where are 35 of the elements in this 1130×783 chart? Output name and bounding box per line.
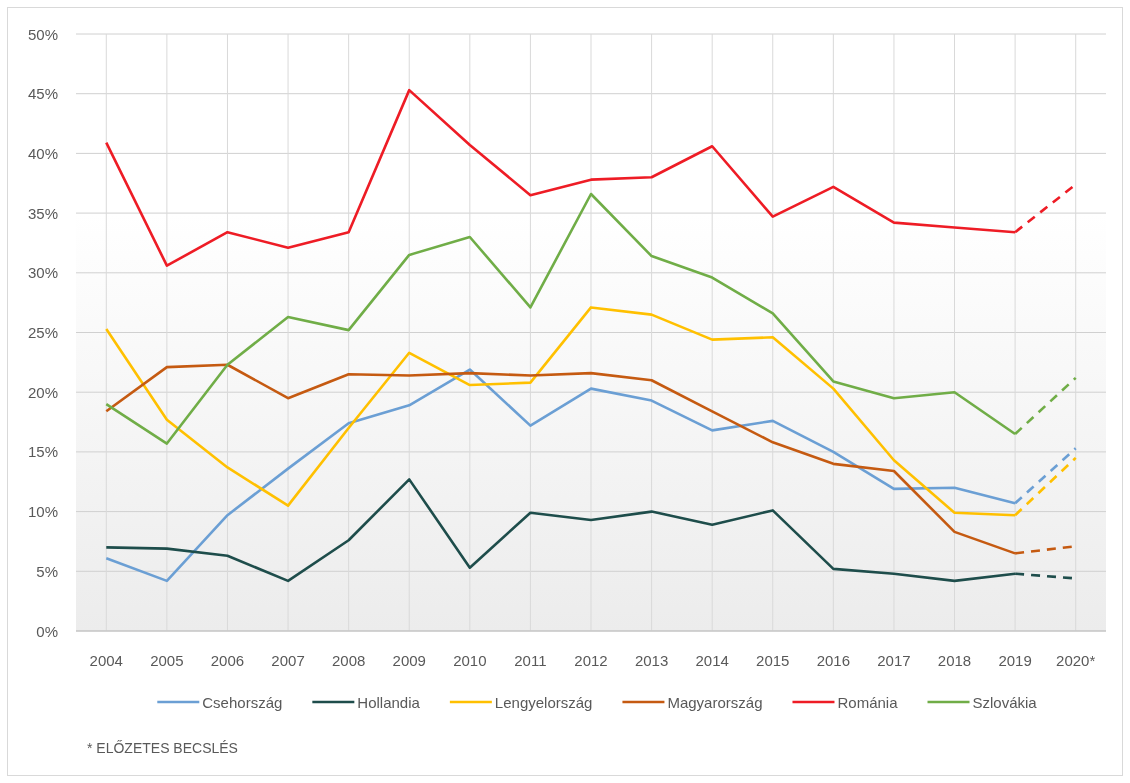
y-tick-label: 0% bbox=[36, 622, 58, 640]
y-tick-label: 50% bbox=[27, 25, 58, 43]
x-tick-label: 2016 bbox=[816, 651, 851, 669]
legend-label: Csehország bbox=[202, 693, 283, 711]
x-tick-label: 2005 bbox=[150, 651, 184, 669]
y-tick-label: 25% bbox=[27, 324, 58, 341]
x-tick-label: 2007 bbox=[271, 651, 305, 669]
y-tick-label: 10% bbox=[27, 503, 58, 521]
y-tick-label: 40% bbox=[27, 144, 58, 162]
legend-label: Szlovákia bbox=[972, 693, 1038, 711]
y-tick-label: 30% bbox=[27, 264, 58, 282]
legend-label: Hollandia bbox=[357, 693, 421, 711]
legend-label: Lengyelország bbox=[494, 693, 593, 711]
x-tick-label: 2018 bbox=[937, 651, 972, 669]
x-tick-label: 2014 bbox=[695, 651, 729, 669]
y-tick-label: 5% bbox=[36, 562, 58, 580]
x-tick-label: 2020* bbox=[1056, 651, 1096, 669]
x-tick-label: 2011 bbox=[514, 651, 547, 669]
y-tick-label: 35% bbox=[27, 204, 58, 222]
y-tick-label: 45% bbox=[27, 85, 58, 103]
x-tick-label: 2010 bbox=[453, 651, 487, 669]
x-tick-label: 2019 bbox=[998, 651, 1032, 669]
x-tick-label: 2009 bbox=[392, 651, 426, 669]
x-tick-label: 2013 bbox=[634, 651, 669, 669]
x-tick-label: 2006 bbox=[210, 651, 245, 669]
y-tick-label: 15% bbox=[27, 443, 58, 461]
x-tick-label: 2017 bbox=[877, 651, 911, 669]
x-tick-label: 2004 bbox=[89, 651, 123, 669]
text: * ELŐZETES BECSLÉS bbox=[87, 740, 238, 756]
x-tick-label: 2015 bbox=[756, 651, 790, 669]
legend-label: Románia bbox=[837, 693, 899, 711]
legend-label: Magyarország bbox=[667, 693, 763, 711]
x-tick-label: 2008 bbox=[331, 651, 366, 669]
x-tick-label: 2012 bbox=[574, 651, 608, 669]
y-tick-label: 20% bbox=[27, 383, 58, 401]
